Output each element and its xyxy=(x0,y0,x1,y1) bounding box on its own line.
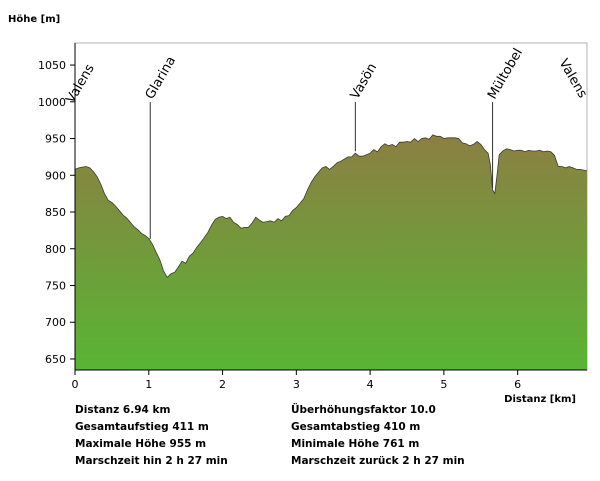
y-tick-label: 950 xyxy=(45,133,66,146)
y-tick-label: 700 xyxy=(45,316,66,329)
stat-walk-time-out: Marschzeit hin 2 h 27 min xyxy=(75,455,228,467)
stat-max-elevation: Maximale Höhe 955 m xyxy=(75,438,207,450)
x-tick-label: 6 xyxy=(514,378,521,391)
x-axis-title: Distanz [km] xyxy=(504,394,576,405)
y-tick-label: 650 xyxy=(45,353,66,366)
stat-total-ascent: Gesamtaufstieg 411 m xyxy=(75,421,209,433)
y-tick-label: 800 xyxy=(45,243,66,256)
x-tick-label: 4 xyxy=(367,378,374,391)
x-tick-label: 2 xyxy=(219,378,226,391)
y-tick-label: 900 xyxy=(45,169,66,182)
stat-exaggeration-factor: Überhöhungsfaktor 10.0 xyxy=(291,404,436,416)
x-tick-label: 0 xyxy=(72,378,79,391)
axis-layer: 0 1 2 3 4 5 6 650 700 750 800 850 900 950 1000 1050 xyxy=(38,43,587,391)
stat-walk-time-back: Marschzeit zurück 2 h 27 min xyxy=(291,455,465,467)
elevation-line xyxy=(74,134,588,279)
y-tick-label: 750 xyxy=(45,279,66,292)
y-tick-label: 1050 xyxy=(38,59,66,72)
stat-distance: Distanz 6.94 km xyxy=(75,404,171,416)
stat-total-descent: Gesamtabstieg 410 m xyxy=(291,421,421,433)
x-tick-label: 3 xyxy=(293,378,300,391)
elevation-area-layer xyxy=(74,134,588,370)
x-tick-label: 1 xyxy=(145,378,152,391)
stats-left-column: Distanz 6.94 km Gesamtaufstieg 411 m Max… xyxy=(75,402,228,470)
stats-right-column: Überhöhungsfaktor 10.0 Gesamtabstieg 410… xyxy=(291,402,465,470)
y-tick-label: 1000 xyxy=(38,96,66,109)
stat-min-elevation: Minimale Höhe 761 m xyxy=(291,438,420,450)
y-axis-title: Höhe [m] xyxy=(8,14,60,25)
elevation-area xyxy=(75,134,587,370)
y-tick-label: 850 xyxy=(45,206,66,219)
x-tick-label: 5 xyxy=(440,378,447,391)
